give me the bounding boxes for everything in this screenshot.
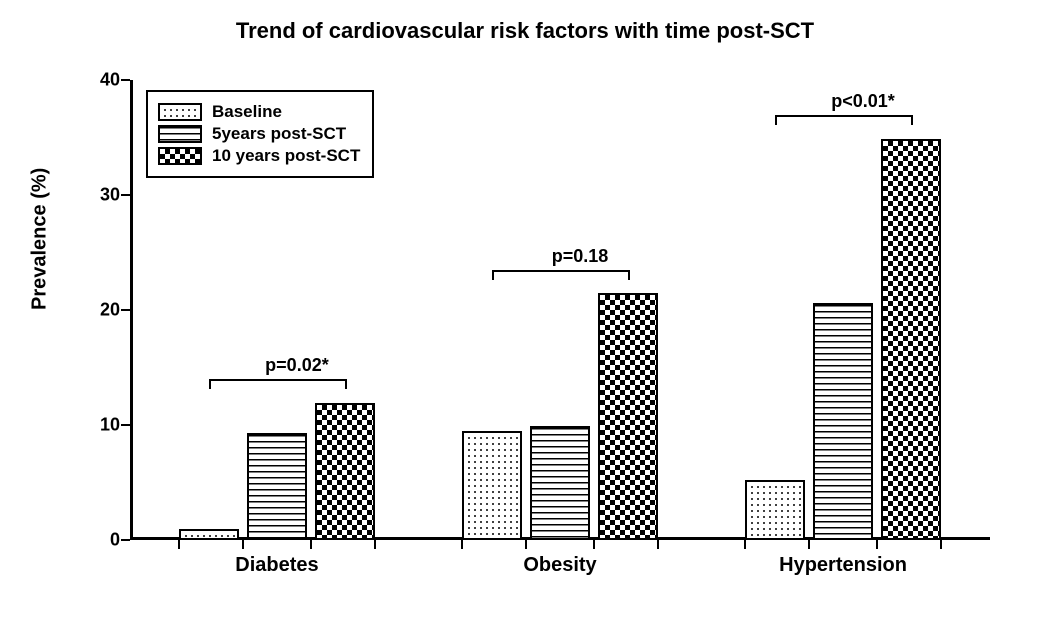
xtick-mark bbox=[593, 540, 595, 549]
xtick-mark bbox=[940, 540, 942, 549]
y-axis bbox=[130, 80, 133, 540]
pvalue-bracket bbox=[209, 379, 211, 389]
xtick-mark bbox=[374, 540, 376, 549]
category-label: Obesity bbox=[523, 540, 596, 577]
xtick-mark bbox=[461, 540, 463, 549]
legend-swatch bbox=[158, 125, 202, 143]
legend-item: 10 years post-SCT bbox=[158, 146, 360, 166]
bar bbox=[598, 293, 658, 540]
chart-title: Trend of cardiovascular risk factors wit… bbox=[0, 18, 1050, 44]
pvalue-bracket bbox=[209, 379, 345, 381]
xtick-mark bbox=[657, 540, 659, 549]
bar bbox=[315, 403, 375, 540]
pvalue-bracket bbox=[628, 270, 630, 280]
xtick-mark bbox=[808, 540, 810, 549]
legend-label: Baseline bbox=[212, 102, 282, 122]
bar bbox=[881, 139, 941, 540]
y-axis-label: Prevalence (%) bbox=[29, 168, 52, 310]
ytick-label: 20 bbox=[100, 300, 130, 321]
xtick-mark bbox=[242, 540, 244, 549]
bar bbox=[530, 426, 590, 540]
plot-area: 010203040DiabetesObesityHypertensionp=0.… bbox=[130, 80, 990, 540]
pvalue-label: p=0.02* bbox=[265, 355, 329, 376]
xtick-mark bbox=[744, 540, 746, 549]
bar bbox=[813, 303, 873, 540]
ytick-label: 0 bbox=[110, 530, 130, 551]
bar bbox=[462, 431, 522, 540]
ytick-label: 10 bbox=[100, 415, 130, 436]
category-label: Hypertension bbox=[779, 540, 907, 577]
legend-label: 10 years post-SCT bbox=[212, 146, 360, 166]
legend-item: 5years post-SCT bbox=[158, 124, 360, 144]
ytick-label: 30 bbox=[100, 185, 130, 206]
xtick-mark bbox=[310, 540, 312, 549]
legend-label: 5years post-SCT bbox=[212, 124, 346, 144]
bar bbox=[745, 480, 805, 540]
xtick-mark bbox=[178, 540, 180, 549]
category-label: Diabetes bbox=[235, 540, 318, 577]
legend-swatch bbox=[158, 103, 202, 121]
pvalue-bracket bbox=[911, 115, 913, 125]
bar bbox=[247, 433, 307, 540]
ytick-label: 40 bbox=[100, 70, 130, 91]
pvalue-bracket bbox=[492, 270, 494, 280]
legend-swatch bbox=[158, 147, 202, 165]
pvalue-bracket bbox=[492, 270, 628, 272]
xtick-mark bbox=[876, 540, 878, 549]
pvalue-label: p=0.18 bbox=[552, 246, 609, 267]
bar bbox=[179, 529, 239, 541]
legend: Baseline5years post-SCT10 years post-SCT bbox=[146, 90, 374, 178]
pvalue-bracket bbox=[775, 115, 911, 117]
pvalue-label: p<0.01* bbox=[831, 91, 895, 112]
legend-item: Baseline bbox=[158, 102, 360, 122]
pvalue-bracket bbox=[345, 379, 347, 389]
xtick-mark bbox=[525, 540, 527, 549]
pvalue-bracket bbox=[775, 115, 777, 125]
